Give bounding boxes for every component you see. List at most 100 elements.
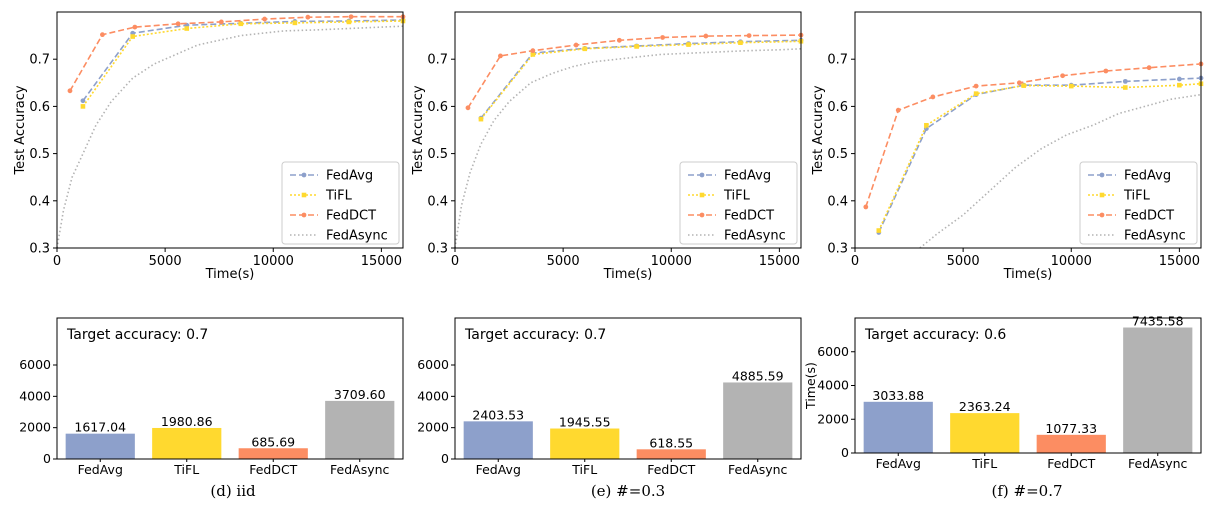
bar-fedavg [863,401,933,453]
data-point [616,37,622,43]
data-point [973,91,979,96]
x-axis-label: Time(s) [205,267,255,282]
data-point [184,26,190,31]
y-tick-label: 0.7 [427,53,448,68]
bar-value-label: 3709.60 [334,387,386,402]
legend-label-fedavg: FedAvg [326,169,373,184]
data-point [1068,83,1074,89]
data-point [80,98,86,104]
data-point [498,53,503,59]
y-axis-label: Test Accuracy [811,85,826,175]
legend-label-feddct: FedDCT [326,209,376,224]
x-tick-label: FedAvg [78,462,123,477]
series-line-tifl [878,82,1202,231]
series-line-fedasync [454,48,802,249]
data-point [1060,73,1065,79]
chart-title: Target accuracy: 0.7 [66,327,208,343]
y-tick-label: 4000 [19,388,51,403]
bar-value-label: 7435.58 [1132,314,1184,329]
x-tick-label: FedAsync [1128,456,1188,471]
data-point [1146,65,1152,71]
bar-value-label: 1617.04 [74,420,126,435]
y-tick-label: 4000 [417,388,449,403]
legend-label-feddct: FedDCT [724,209,774,224]
x-tick-label: FedDCT [1047,456,1095,471]
caption-d: (d) iid [210,482,256,500]
legend-label-feddct: FedDCT [1124,209,1174,224]
series-line-fedavg [480,39,802,119]
data-point [478,116,484,122]
x-tick-label: FedAvg [476,462,521,477]
bar-chart-4: 2403.53 FedAvg 1945.55 TiFL 618.55 FedDCT 4885… [417,317,802,477]
series-line-tifl [480,40,802,120]
data-point [530,48,536,54]
x-tick-label: 0 [53,254,61,269]
y-tick-label: 0.7 [827,53,848,68]
data-point [1122,78,1128,84]
data-point [130,34,135,39]
series-line-fedasync [56,25,404,249]
bar-fedasync [1123,327,1193,453]
data-point [863,204,869,210]
y-tick-label: 0.5 [427,147,448,162]
y-tick-label: 0.3 [827,242,848,257]
x-tick-label: FedDCT [647,462,695,477]
legend-marker [301,172,307,178]
legend-marker [301,192,307,198]
legend-label-tifl: TiFL [723,189,751,204]
data-point [175,21,181,27]
y-tick-label: 0.4 [427,194,448,209]
chart-title: Target accuracy: 0.6 [864,327,1006,343]
legend-marker [699,192,705,198]
legend-box [1079,161,1198,245]
data-point [1123,85,1128,90]
legend-label-fedasync: FedAsync [724,229,786,244]
data-point [238,21,244,27]
data-point [930,94,936,100]
line-chart-1: 0 5000 10000 15000 0.3 0.4 0.5 0.6 0.7 Time(s) Tes… [411,11,804,282]
legend-marker [1099,192,1105,198]
y-tick-label: 0.3 [29,242,50,257]
bar-value-label: 3033.88 [872,388,924,403]
line-chart-0: 0 5000 10000 15000 0.3 0.4 0.5 0.6 0.7 Time(s) Tes… [13,11,406,282]
data-point [1176,76,1182,82]
data-point [1177,82,1182,88]
plot-frame [454,11,802,249]
series-line-fedavg [878,77,1202,233]
x-tick-label: FedAsync [728,462,788,477]
data-point [703,33,709,39]
x-tick-label: 5000 [149,254,182,269]
x-tick-label: 0 [851,254,859,269]
data-point [1016,80,1022,86]
bar-feddct [1036,434,1106,453]
y-tick-label: 0 [43,451,51,466]
data-point [738,40,743,45]
x-tick-label: FedAsync [330,462,390,477]
data-point [305,14,311,20]
y-tick-label: 0.4 [827,194,848,209]
legend: FedAvg TiFL FedDCT FedAsync [679,161,798,245]
legend-box [281,161,400,245]
bar-value-label: 1077.33 [1045,421,1097,436]
bar-tifl [950,413,1020,453]
y-tick-label: 0.7 [29,53,50,68]
bar-fedavg [463,421,533,459]
bar-chart-3: 1617.04 FedAvg 1980.86 TiFL 685.69 FedDCT 3709… [19,317,404,477]
y-tick-label: 0.4 [29,194,50,209]
legend-label-tifl: TiFL [325,189,353,204]
data-point [573,42,579,48]
y-tick-label: 0 [841,445,849,460]
x-tick-label: 10000 [1051,254,1092,269]
legend: FedAvg TiFL FedDCT FedAsync [1079,161,1198,245]
y-tick-label: 0 [441,451,449,466]
data-point [634,44,639,49]
bar-value-label: 685.69 [251,434,295,449]
legend-label-tifl: TiFL [1123,189,1151,204]
data-point [1103,68,1109,74]
legend-marker [301,212,307,218]
plot-frame [854,11,1202,249]
x-tick-label: 5000 [547,254,580,269]
data-point [100,32,105,38]
bar-feddct [636,449,706,459]
